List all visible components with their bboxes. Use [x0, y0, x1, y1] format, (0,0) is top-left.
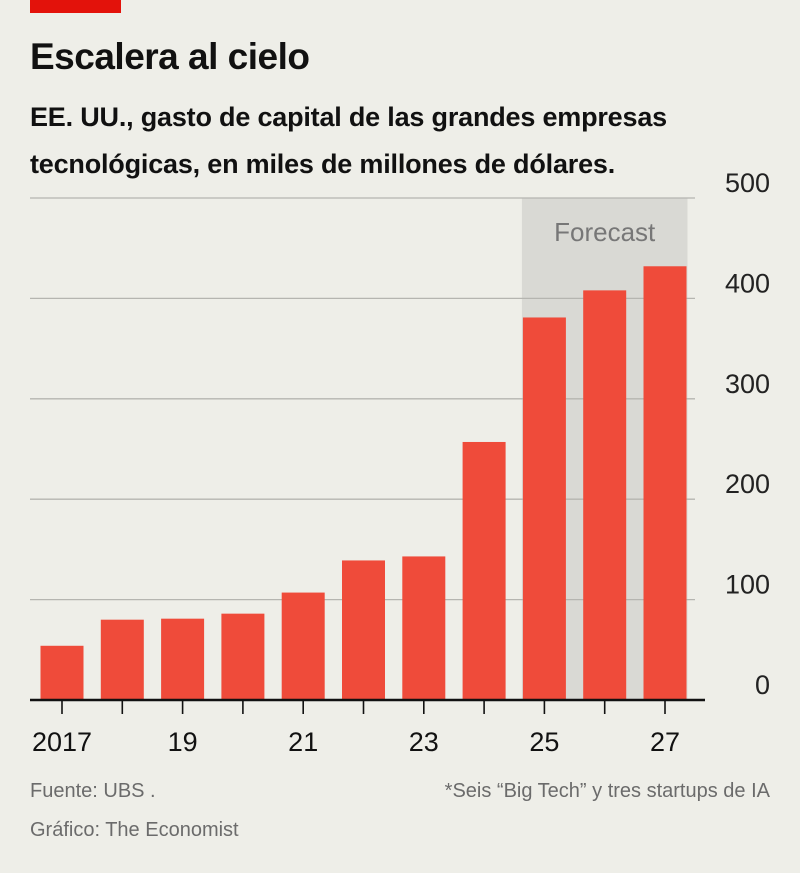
bar — [221, 613, 265, 700]
brand-accent-bar — [30, 0, 121, 13]
bar — [583, 290, 627, 700]
footnote-text: *Seis “Big Tech” y tres startups de IA — [444, 780, 770, 802]
bar — [161, 618, 205, 700]
y-tick-label: 0 — [755, 670, 770, 700]
credit-text: Gráfico: The Economist — [30, 819, 239, 841]
chart-subtitle: EE. UU., gasto de capital de las grandes… — [30, 102, 667, 179]
bar — [342, 560, 385, 700]
bar — [40, 645, 84, 700]
x-tick-label: 23 — [409, 727, 439, 757]
x-tick-label: 27 — [650, 727, 680, 757]
chart-title: Escalera al cielo — [30, 36, 310, 77]
bar — [402, 556, 446, 700]
bar — [281, 592, 325, 700]
bar — [643, 266, 687, 700]
y-tick-label: 500 — [725, 168, 770, 198]
y-tick-label: 300 — [725, 369, 770, 399]
y-tick-label: 200 — [725, 469, 770, 499]
y-tick-label: 100 — [725, 570, 770, 600]
source-text: Fuente: UBS . — [30, 780, 156, 802]
x-tick-label: 19 — [168, 727, 198, 757]
bar — [100, 619, 144, 700]
forecast-label: Forecast — [554, 217, 656, 247]
x-tick-label: 25 — [529, 727, 559, 757]
x-tick-label: 2017 — [32, 727, 92, 757]
y-tick-label: 400 — [725, 268, 770, 298]
bar — [522, 317, 566, 700]
x-tick-label: 21 — [288, 727, 318, 757]
bar — [462, 441, 506, 700]
